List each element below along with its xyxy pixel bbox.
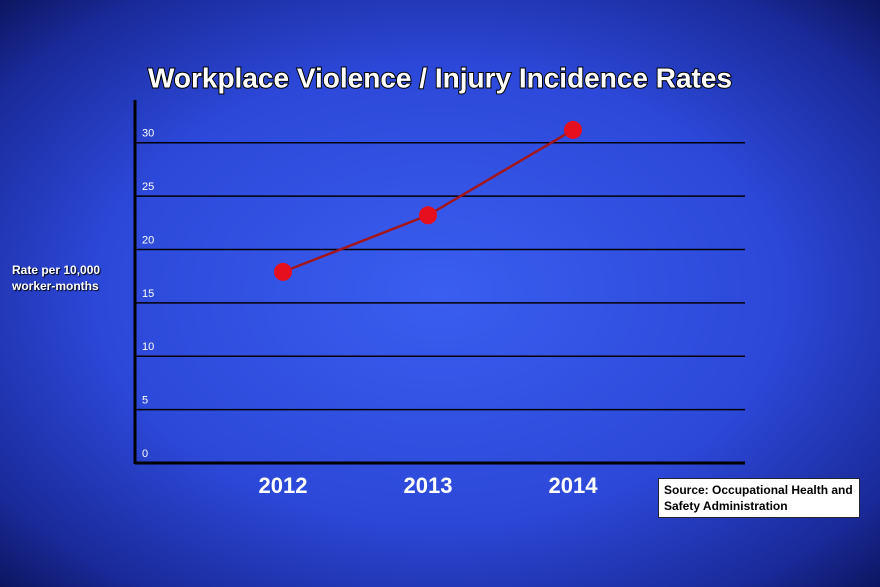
y-axis-label: Rate per 10,000 worker-months xyxy=(12,263,101,293)
data-marker xyxy=(274,262,292,281)
y-tick-label: 30 xyxy=(142,128,154,140)
x-tick-label: 2014 xyxy=(549,473,599,498)
y-tick-label: 10 xyxy=(142,341,154,353)
x-tick-label: 2012 xyxy=(259,473,308,498)
data-line xyxy=(282,128,574,274)
source-note: Source: Occupational Health and Safety A… xyxy=(658,478,860,518)
chart-title: Workplace Violence / Injury Incidence Ra… xyxy=(148,62,732,93)
data-marker xyxy=(419,206,437,225)
y-tick-label: 20 xyxy=(142,234,154,246)
y-tick-label: 0 xyxy=(142,448,148,460)
y-tick-label: 15 xyxy=(142,288,154,300)
data-marker xyxy=(564,120,582,139)
x-tick-label: 2013 xyxy=(404,473,453,498)
y-tick-label: 25 xyxy=(142,181,154,193)
y-tick-label: 5 xyxy=(142,395,148,407)
